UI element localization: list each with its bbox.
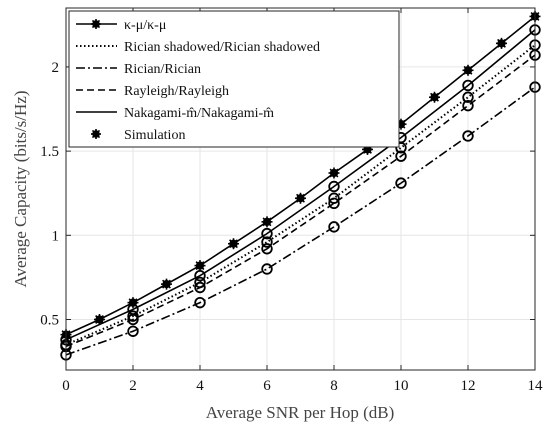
legend-label: Rician shadowed/Rician shadowed bbox=[124, 40, 320, 55]
legend-entry: Rician shadowed/Rician shadowed bbox=[76, 40, 320, 55]
legend-box bbox=[68, 10, 400, 148]
data-point bbox=[328, 167, 340, 179]
data-point bbox=[328, 197, 340, 210]
data-point bbox=[395, 150, 407, 162]
legend-marker bbox=[91, 19, 101, 29]
series-line bbox=[65, 54, 536, 348]
x-tick-label: 0 bbox=[62, 378, 70, 394]
series-line bbox=[65, 29, 536, 341]
plot-frame bbox=[65, 7, 536, 371]
data-point bbox=[429, 91, 440, 103]
asterisk-marker-stroke bbox=[262, 217, 272, 227]
data-point bbox=[395, 177, 407, 189]
asterisk-marker-stroke bbox=[296, 193, 305, 203]
legend-entry: Rayleigh/Rayleigh bbox=[76, 84, 229, 99]
asterisk-marker-stroke bbox=[497, 38, 506, 48]
asterisk-marker-stroke bbox=[229, 239, 238, 249]
x-tick-label: 6 bbox=[263, 378, 271, 394]
data-point bbox=[161, 278, 172, 290]
data-point bbox=[328, 192, 340, 204]
data-point bbox=[194, 260, 206, 272]
x-tick-label: 8 bbox=[330, 378, 338, 394]
data-point bbox=[127, 325, 139, 337]
y-axis-title: Average Capacity (bits/s/Hz) bbox=[11, 90, 30, 287]
asterisk-marker-stroke bbox=[91, 19, 101, 29]
data-point bbox=[328, 180, 340, 193]
asterisk-marker-stroke bbox=[463, 65, 473, 75]
data-point bbox=[462, 130, 474, 142]
series-line bbox=[65, 44, 536, 346]
series-line bbox=[65, 86, 536, 356]
data-point bbox=[261, 216, 273, 228]
data-point bbox=[127, 310, 139, 322]
data-point bbox=[94, 313, 105, 325]
asterisk-marker-stroke bbox=[91, 129, 101, 139]
x-tick-label: 4 bbox=[196, 378, 204, 394]
asterisk-marker-stroke bbox=[430, 92, 439, 102]
data-point bbox=[261, 227, 273, 240]
y-tick-label: 2 bbox=[52, 60, 60, 76]
x-tick-label: 14 bbox=[528, 378, 544, 394]
data-point bbox=[127, 303, 139, 316]
asterisk-marker-stroke bbox=[195, 261, 205, 271]
legend-label: Rician/Rician bbox=[124, 62, 201, 77]
asterisk-marker-stroke bbox=[95, 315, 104, 324]
y-tick-label: 0.5 bbox=[40, 312, 59, 328]
data-point bbox=[328, 221, 340, 233]
data-point bbox=[261, 243, 273, 255]
legend-entry: Nakagami-m̂/Nakagami-m̂ bbox=[76, 106, 274, 121]
data-point bbox=[194, 281, 206, 294]
data-point bbox=[462, 79, 474, 92]
asterisk-marker-stroke bbox=[329, 168, 339, 178]
y-tick-label: 1 bbox=[52, 228, 60, 244]
data-point bbox=[194, 270, 206, 282]
legend-entry: κ-μ/κ-μ bbox=[76, 18, 166, 33]
data-point bbox=[462, 99, 474, 112]
legend-marker bbox=[91, 129, 101, 139]
x-axis-title: Average SNR per Hop (dB) bbox=[206, 403, 395, 422]
asterisk-marker-stroke bbox=[162, 279, 171, 289]
legend: κ-μ/κ-μ Rician shadowed/Rician shadowed Ri… bbox=[68, 10, 400, 148]
legend-label: Simulation bbox=[124, 128, 185, 143]
legend-entry: Rician/Rician bbox=[76, 62, 201, 77]
data-point bbox=[295, 192, 306, 204]
data-point bbox=[228, 238, 239, 250]
ticks: 0 2 4 6 8 10 12 14 0.5 1 1.5 2 bbox=[40, 8, 543, 394]
data-point bbox=[462, 64, 474, 76]
legend-entry: Simulation bbox=[91, 128, 185, 143]
data-point bbox=[194, 296, 206, 309]
legend-label: Rayleigh/Rayleigh bbox=[124, 84, 229, 99]
legend-label: Nakagami-m̂/Nakagami-m̂ bbox=[124, 106, 274, 121]
data-point bbox=[261, 236, 273, 248]
x-tick-label: 10 bbox=[394, 378, 409, 394]
legend-label: κ-μ/κ-μ bbox=[124, 18, 166, 33]
y-tick-label: 1.5 bbox=[40, 144, 59, 160]
x-tick-label: 2 bbox=[129, 378, 137, 394]
x-tick-label: 12 bbox=[461, 378, 476, 394]
data-point bbox=[496, 37, 507, 49]
data-point bbox=[261, 263, 273, 275]
data-point bbox=[462, 91, 474, 103]
